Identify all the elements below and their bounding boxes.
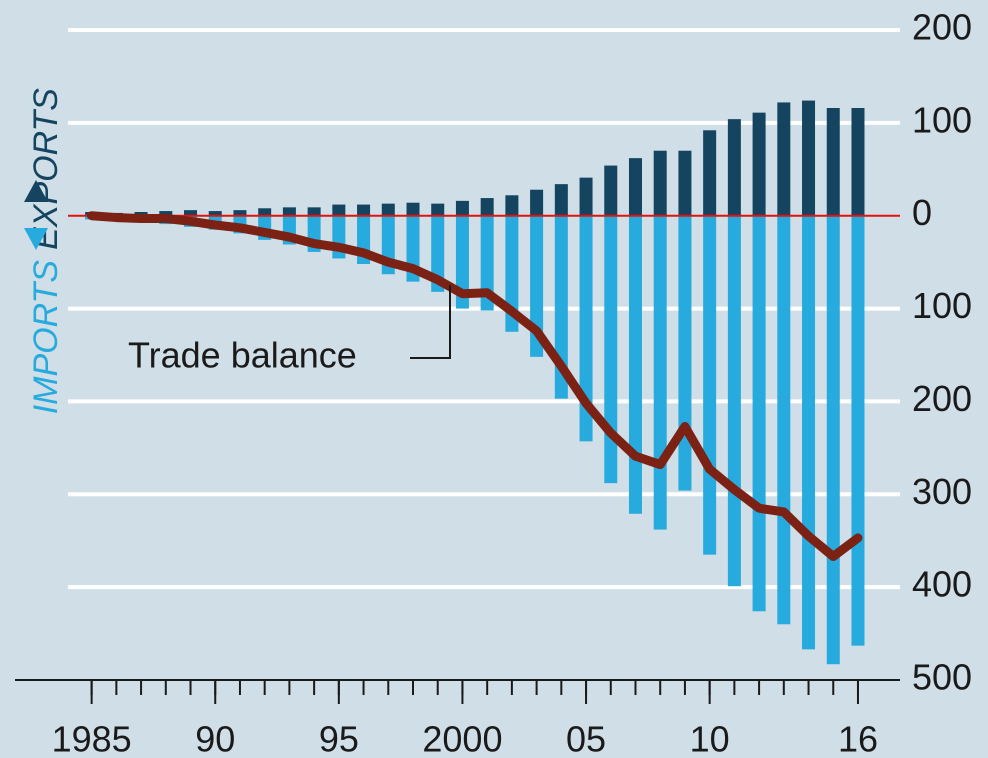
bar: [727, 119, 741, 216]
bar: [381, 203, 395, 216]
exports-label: EXPORTS: [27, 88, 65, 250]
bar: [579, 177, 593, 216]
imports-label: IMPORTS: [27, 260, 65, 415]
bar: [678, 150, 692, 216]
bar: [628, 158, 642, 216]
bar: [455, 200, 469, 216]
bar: [233, 210, 247, 216]
y-tick-label: 500: [912, 657, 972, 698]
bar: [159, 211, 173, 216]
bar: [727, 215, 741, 587]
bar: [530, 215, 544, 357]
exports-arrow: [24, 180, 48, 202]
bar: [357, 204, 371, 216]
bar: [653, 215, 667, 530]
x-tick-label: 16: [838, 719, 878, 758]
bar: [554, 184, 568, 216]
y-tick-label: 0: [912, 192, 932, 233]
bar: [505, 195, 519, 216]
bar: [431, 215, 445, 292]
bar: [703, 215, 717, 555]
bar: [628, 215, 642, 514]
bar: [208, 211, 222, 216]
annotation-leader: [410, 285, 451, 359]
bar: [505, 215, 519, 332]
bar: [184, 210, 198, 216]
y-tick-label: 400: [912, 564, 972, 605]
bar: [802, 100, 816, 216]
bar: [653, 150, 667, 216]
bar: [455, 215, 469, 309]
x-tick-label: 95: [319, 719, 359, 758]
bar: [777, 102, 791, 216]
bar: [579, 215, 593, 442]
bar: [134, 212, 148, 216]
bar: [431, 203, 445, 216]
y-tick-label: 200: [912, 7, 972, 48]
bar: [332, 204, 346, 216]
bar: [307, 207, 321, 216]
bar: [530, 189, 544, 216]
x-tick-label: 90: [195, 719, 235, 758]
y-tick-label: 100: [912, 99, 972, 140]
x-tick-label: 1985: [52, 719, 132, 758]
bar: [777, 215, 791, 625]
bar: [678, 215, 692, 491]
trade-balance-line: [87, 211, 863, 561]
x-tick-label: 05: [566, 719, 606, 758]
bar: [826, 108, 840, 216]
bar: [282, 207, 296, 216]
y-tick-label: 100: [912, 285, 972, 326]
bar: [480, 198, 494, 216]
plot: 200 100 0 100 200 300 400 500 1985 90 95 2000 05 10 16: [15, 7, 972, 758]
bar: [851, 215, 865, 646]
y-tick-label: 300: [912, 471, 972, 512]
bar: [406, 202, 420, 216]
bar: [851, 108, 865, 216]
x-tick-label: 10: [690, 719, 730, 758]
bar: [703, 130, 717, 216]
bar: [752, 215, 766, 612]
bar: [604, 215, 618, 484]
bar: [752, 112, 766, 216]
bar: [802, 215, 816, 650]
imports-arrow: [24, 228, 48, 250]
bar: [604, 165, 618, 216]
x-tick-label: 2000: [422, 719, 502, 758]
y-tick-label: 200: [912, 378, 972, 419]
bar: [554, 215, 568, 399]
bar: [826, 215, 840, 665]
bar: [480, 215, 494, 311]
line-annotation: Trade balance: [128, 335, 357, 376]
bar: [258, 208, 272, 216]
